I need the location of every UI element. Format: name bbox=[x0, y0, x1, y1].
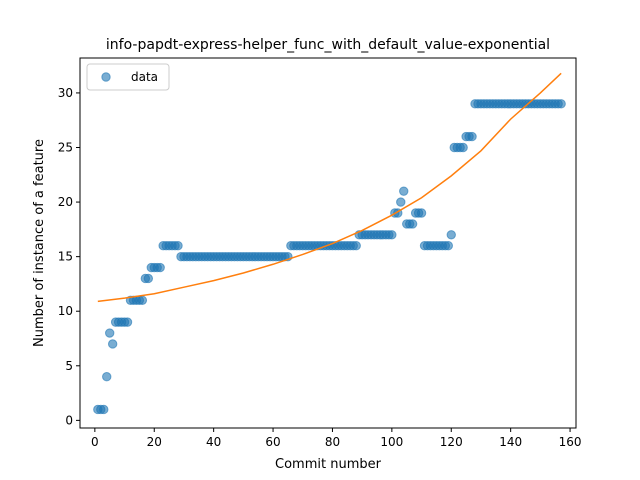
data-point bbox=[122, 317, 133, 327]
data-point bbox=[467, 131, 477, 142]
data-point bbox=[351, 241, 361, 251]
y-tick-label: 5 bbox=[65, 359, 73, 373]
x-tick-label: 160 bbox=[559, 435, 582, 449]
y-tick-label: 15 bbox=[58, 250, 73, 264]
legend-box bbox=[86, 63, 170, 91]
data-point bbox=[458, 142, 468, 153]
y-tick-label: 10 bbox=[58, 304, 73, 318]
x-tick-label: 100 bbox=[380, 435, 403, 449]
x-axis-ticks: 0 20 40 60 80 100 120 140 160 bbox=[91, 428, 582, 449]
x-tick-label: 60 bbox=[265, 435, 280, 449]
fit-line bbox=[97, 72, 562, 303]
plot-frame bbox=[79, 57, 577, 429]
data-point bbox=[107, 339, 118, 349]
data-point bbox=[399, 186, 409, 196]
data-point bbox=[137, 295, 148, 305]
legend-marker-data bbox=[101, 72, 111, 82]
y-axis-label: Number of instance of a feature bbox=[32, 139, 47, 347]
data-point bbox=[105, 328, 115, 338]
chart-title: info-papdt-express-helper_func_with_defa… bbox=[106, 37, 550, 53]
data-layer bbox=[93, 99, 566, 415]
x-tick-label: 120 bbox=[440, 435, 463, 449]
x-tick-label: 40 bbox=[206, 435, 221, 449]
data-point bbox=[143, 273, 154, 284]
data-point bbox=[173, 241, 183, 251]
data-point bbox=[102, 372, 112, 382]
y-axis-ticks: 0 5 10 15 20 25 30 bbox=[58, 86, 80, 427]
data-point bbox=[396, 197, 406, 207]
fit-layer bbox=[97, 72, 562, 303]
x-axis-label: Commit number bbox=[275, 457, 382, 472]
x-tick-label: 140 bbox=[499, 435, 522, 449]
data-point bbox=[407, 219, 418, 229]
legend: data bbox=[86, 63, 170, 91]
data-point bbox=[155, 262, 165, 273]
x-tick-label: 80 bbox=[325, 435, 340, 449]
x-tick-label: 20 bbox=[147, 435, 162, 449]
legend-label-data: data bbox=[131, 70, 158, 84]
y-tick-label: 25 bbox=[58, 140, 73, 154]
data-point bbox=[387, 230, 397, 240]
y-tick-label: 30 bbox=[58, 86, 73, 100]
data-point bbox=[416, 208, 427, 218]
y-tick-label: 20 bbox=[58, 195, 73, 209]
x-tick-label: 0 bbox=[91, 435, 99, 449]
data-point bbox=[99, 404, 109, 415]
data-point bbox=[446, 230, 456, 240]
data-point bbox=[556, 99, 566, 109]
y-tick-label: 0 bbox=[65, 413, 73, 427]
data-point bbox=[443, 241, 453, 251]
